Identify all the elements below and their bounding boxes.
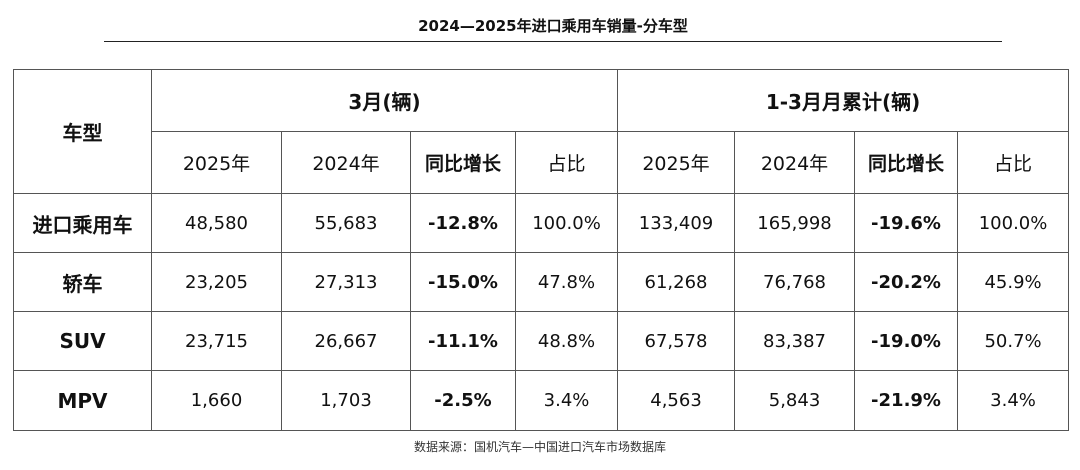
cell-march-2025: 1,660 (151, 370, 282, 431)
col-header-2024: 2024年 (281, 131, 411, 194)
cell-march-2024: 27,313 (281, 252, 411, 312)
cell-ytd-share: 45.9% (957, 252, 1070, 312)
cell-ytd-share: 50.7% (957, 311, 1070, 371)
page-title: 2024—2025年进口乘用车销量-分车型 (418, 17, 688, 35)
cell-march-yoy: -15.0% (410, 252, 516, 312)
column-header-row: 2025年 2024年 同比增长 占比 2025年 2024年 同比增长 占比 (14, 131, 1070, 194)
title-underline (104, 41, 1002, 42)
cell-ytd-2025: 61,268 (617, 252, 736, 312)
cell-ytd-2025: 133,409 (617, 193, 736, 253)
cell-ytd-yoy: -20.2% (854, 252, 959, 312)
table-row: 轿车 23,205 27,313 -15.0% 47.8% 61,268 76,… (13, 252, 1070, 312)
col-header-ytd-2024: 2024年 (734, 131, 856, 194)
row-label: MPV (13, 370, 152, 431)
cell-march-2025: 23,205 (151, 252, 282, 312)
cell-ytd-yoy: -21.9% (854, 370, 959, 431)
sales-table: 车型 3月(辆) 1-3月月累计(辆) 2025年 2024年 同比增长 占比 … (13, 69, 1070, 431)
cell-march-yoy: -11.1% (410, 311, 516, 371)
cell-march-share: 3.4% (514, 370, 619, 431)
cell-march-2024: 26,667 (281, 311, 411, 371)
cell-ytd-share: 3.4% (957, 370, 1070, 431)
cell-ytd-2025: 4,563 (617, 370, 736, 431)
cell-march-2024: 55,683 (281, 193, 411, 253)
col-header-ytd-share: 占比 (957, 131, 1070, 194)
row-label: 进口乘用车 (13, 193, 152, 253)
cell-ytd-2025: 67,578 (617, 311, 736, 371)
cell-ytd-2024: 83,387 (734, 311, 856, 371)
cell-ytd-2024: 76,768 (734, 252, 856, 312)
cell-march-2025: 48,580 (151, 193, 282, 253)
col-header-ytd-yoy: 同比增长 (854, 131, 959, 194)
corner-header: 车型 (13, 69, 152, 194)
cell-march-yoy: -12.8% (410, 193, 516, 253)
cell-ytd-2024: 5,843 (734, 370, 856, 431)
group-header-ytd: 1-3月月累计(辆) (617, 69, 1070, 132)
table-row: 进口乘用车 48,580 55,683 -12.8% 100.0% 133,40… (13, 193, 1070, 253)
cell-march-2025: 23,715 (151, 311, 282, 371)
cell-march-yoy: -2.5% (410, 370, 516, 431)
group-header-march: 3月(辆) (150, 69, 619, 132)
col-header-2025: 2025年 (151, 131, 282, 194)
cell-ytd-yoy: -19.6% (854, 193, 959, 253)
cell-march-2024: 1,703 (281, 370, 411, 431)
cell-march-share: 47.8% (514, 252, 619, 312)
data-source-note: 数据来源：国机汽车—中国进口汽车市场数据库 (413, 440, 666, 454)
group-header-row: 车型 3月(辆) 1-3月月累计(辆) (13, 69, 1070, 194)
col-header-yoy: 同比增长 (410, 131, 516, 194)
row-label: SUV (13, 311, 152, 371)
col-header-ytd-2025: 2025年 (617, 131, 736, 194)
table-row: SUV 23,715 26,667 -11.1% 48.8% 67,578 83… (13, 311, 1070, 371)
cell-ytd-share: 100.0% (957, 193, 1070, 253)
cell-march-share: 48.8% (514, 311, 619, 371)
cell-ytd-2024: 165,998 (734, 193, 856, 253)
cell-march-share: 100.0% (514, 193, 619, 253)
row-label: 轿车 (13, 252, 152, 312)
table-row: MPV 1,660 1,703 -2.5% 3.4% 4,563 5,843 -… (13, 370, 1070, 431)
cell-ytd-yoy: -19.0% (854, 311, 959, 371)
col-header-share: 占比 (514, 131, 619, 194)
